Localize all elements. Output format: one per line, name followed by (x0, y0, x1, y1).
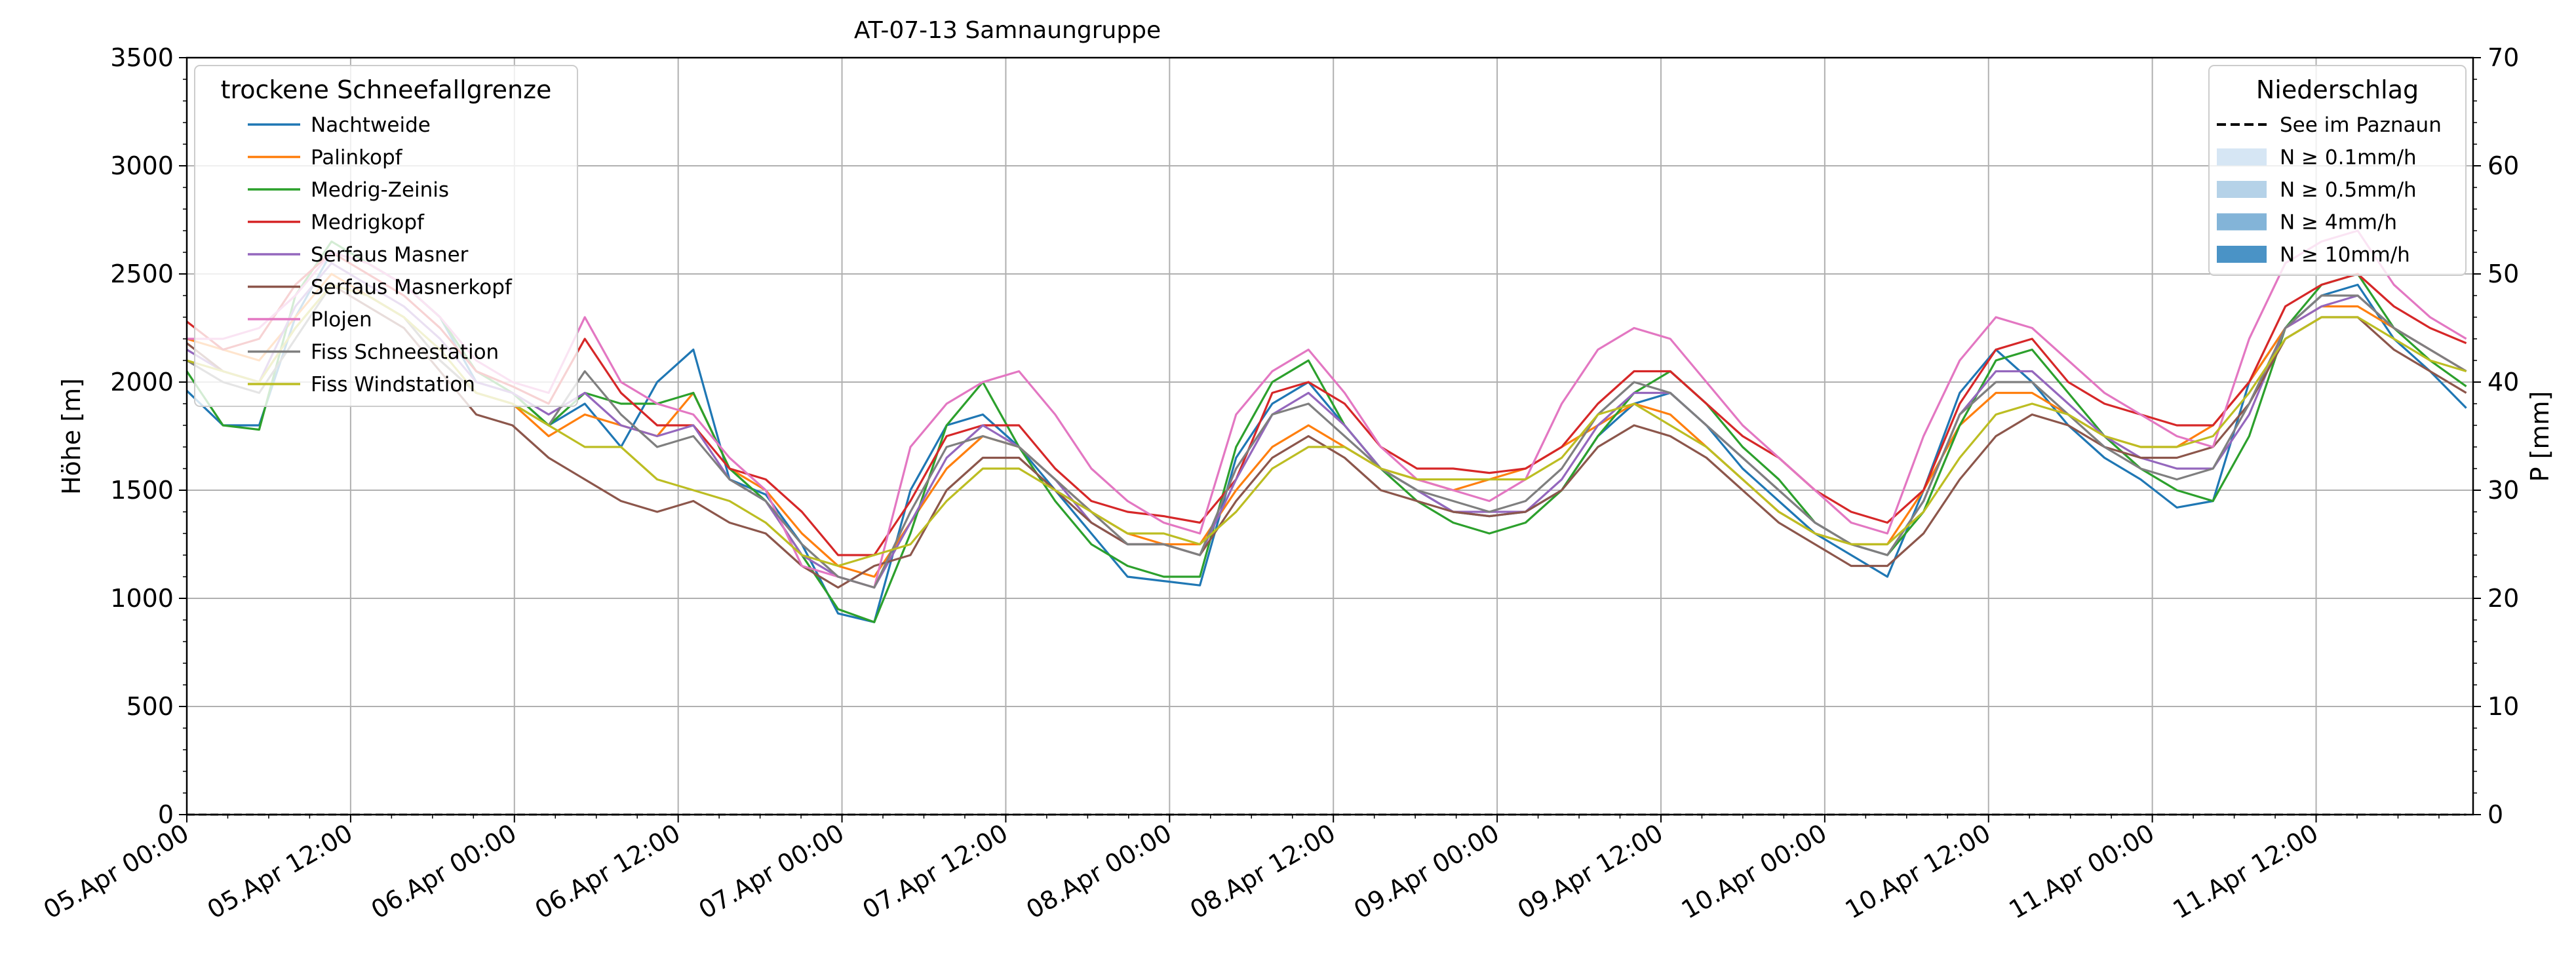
y2-tick-label: 20 (2488, 584, 2519, 613)
y-tick-label: 0 (158, 800, 174, 829)
y2-axis-ticks: 0 10 20 30 40 50 60 70 (2473, 43, 2519, 829)
legend-label-serfaus-masner: Serfaus Masner (311, 243, 469, 267)
legend-label-palinkopf: Palinkopf (311, 146, 403, 170)
legend-left-title: trockene Schneefallgrenze (221, 75, 552, 104)
y2-tick-label: 40 (2488, 368, 2519, 396)
legend-label-1: N ≥ 0.1mm/h (2280, 146, 2417, 170)
legend-left: trockene Schneefallgrenze Nachtweide Pali… (194, 65, 578, 407)
y-tick-label: 2500 (110, 260, 174, 288)
y2-tick-label: 10 (2488, 692, 2519, 721)
y2-tick-label: 0 (2488, 800, 2503, 829)
chart-title: AT-07-13 Samnaungruppe (854, 17, 1161, 44)
legend-patch-1 (2217, 148, 2267, 166)
series-line-fiss-windstation (186, 283, 2467, 568)
legend-right-items: See im Paznaun N ≥ 0.1mm/h N ≥ 0.5mm/h N ≥ … (2217, 113, 2442, 267)
legend-label-4: N ≥ 10mm/h (2280, 243, 2410, 267)
legend-left-items: Nachtweide Palinkopf Medrig-Zeinis Medrigko… (248, 113, 513, 396)
y-tick-label: 2000 (110, 368, 174, 396)
y-tick-label: 1500 (110, 476, 174, 505)
plot-frame (185, 56, 2474, 816)
y2-axis-label: P [mm] (2526, 391, 2554, 482)
legend-patch-3 (2217, 213, 2267, 231)
legend-label-medrigkopf: Medrigkopf (311, 211, 425, 235)
legend-right-box (2208, 65, 2467, 276)
y2-tick-label: 50 (2488, 260, 2519, 288)
legend-label-plojen: Plojen (311, 308, 372, 332)
y2-tick-label: 60 (2488, 151, 2519, 180)
legend-label-0: See im Paznaun (2280, 113, 2442, 137)
y-tick-label: 3000 (110, 151, 174, 180)
y-tick-label: 1000 (110, 584, 174, 613)
legend-label-2: N ≥ 0.5mm/h (2280, 178, 2417, 202)
legend-right-title: Niederschlag (2256, 75, 2419, 104)
legend-label-3: N ≥ 4mm/h (2280, 211, 2397, 235)
legend-patch-2 (2217, 181, 2267, 198)
series-line-nachtweide (185, 251, 2467, 623)
legend-left-box (194, 65, 578, 407)
y-tick-label: 500 (126, 692, 174, 721)
legend-label-serfaus-masnerkopf: Serfaus Masnerkopf (311, 276, 513, 299)
y2-tick-label: 30 (2488, 476, 2519, 505)
legend-right: Niederschlag See im Paznaun N ≥ 0.1mm/h N … (2208, 65, 2467, 276)
legend-label-fiss-schneestation: Fiss Schneestation (311, 341, 499, 364)
y-tick-label: 3500 (110, 43, 174, 72)
y-axis-label: Höhe [m] (57, 378, 86, 495)
y2-tick-label: 70 (2488, 43, 2519, 72)
y-axis-ticks: 0 500 1000 1500 2000 2500 3000 3500 (110, 43, 187, 829)
legend-patch-4 (2217, 246, 2267, 263)
legend-label-medrig-zeinis: Medrig-Zeinis (311, 178, 449, 202)
legend-label-nachtweide: Nachtweide (311, 113, 431, 137)
legend-label-fiss-windstation: Fiss Windstation (311, 373, 475, 396)
